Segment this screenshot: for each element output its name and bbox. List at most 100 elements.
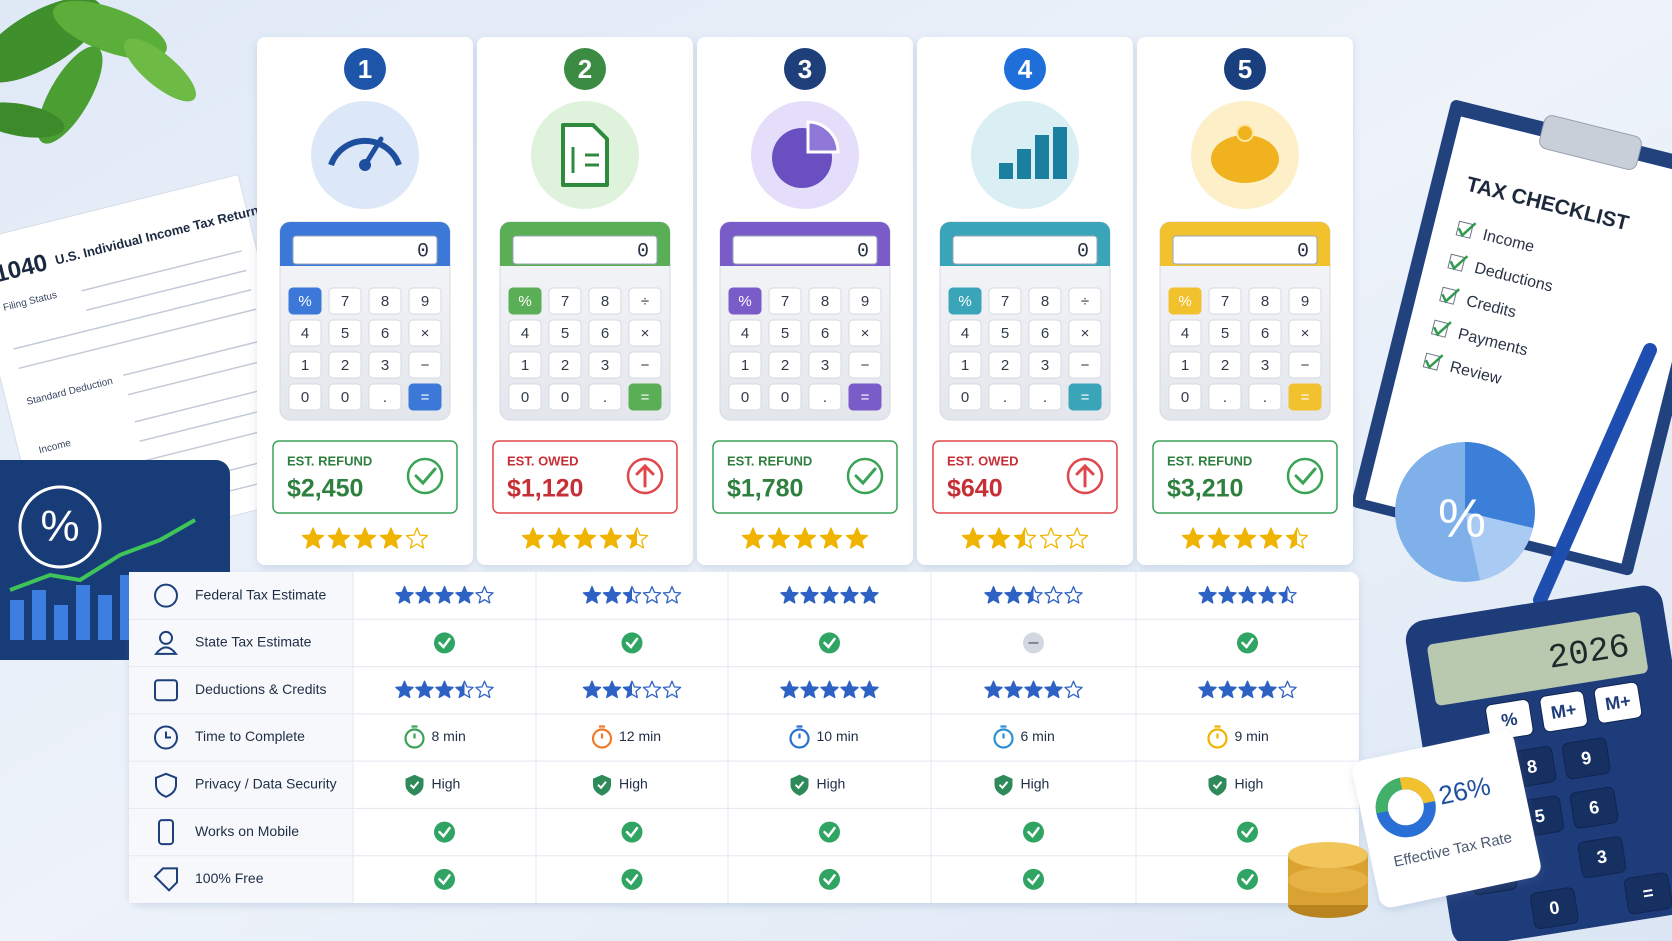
cell-text: High [619, 775, 648, 791]
row-label: Federal Tax Estimate [195, 586, 326, 602]
calculator-key [408, 383, 442, 411]
star [1004, 680, 1023, 699]
star [1065, 527, 1089, 549]
calculator-display-value: 0 [637, 240, 649, 263]
calculator-key-label: = [1081, 389, 1090, 406]
calculator-key-label: 7 [1001, 293, 1009, 310]
calculator-key-label: × [421, 325, 430, 342]
star [1198, 680, 1217, 699]
row-label: Time to Complete [195, 728, 305, 744]
star [602, 680, 622, 699]
calculator-key-label: . [603, 389, 607, 406]
icon [1017, 149, 1031, 179]
star [1044, 585, 1063, 604]
star [793, 527, 817, 549]
checkmark [1424, 354, 1444, 370]
card-number: 5 [1238, 54, 1252, 84]
check-icon [819, 868, 840, 890]
star [599, 527, 623, 549]
calculator-key [368, 287, 402, 315]
calculator-key-label: 3 [1261, 357, 1269, 374]
calculator-key [328, 383, 362, 411]
status-icon [635, 463, 655, 488]
status-label: EST. OWED [947, 453, 1019, 468]
calculator-key [1168, 351, 1202, 379]
checkmark [1441, 288, 1460, 304]
calculator-key [508, 319, 542, 347]
status-amount: $1,120 [507, 475, 583, 503]
check-icon [1237, 821, 1258, 843]
calculator-key-label: = [1301, 389, 1310, 406]
calculator-display [952, 235, 1098, 265]
calculator-key [728, 319, 762, 347]
star [475, 585, 494, 604]
calculator-key-label: = [641, 389, 650, 406]
status-label: EST. REFUND [287, 453, 372, 468]
calculator-key [988, 383, 1022, 411]
icon [359, 159, 371, 171]
status-icon [846, 457, 884, 495]
star [984, 680, 1003, 699]
calculator-key-label: 5 [781, 325, 789, 342]
star [800, 585, 819, 604]
stopwatch-icon [599, 725, 605, 739]
card-number: 4 [1018, 54, 1033, 84]
row-icon [154, 725, 178, 750]
calculator-key-label: × [641, 325, 650, 342]
checkbox [1455, 220, 1474, 239]
icon [328, 137, 402, 167]
calculator-key-label: 7 [561, 293, 569, 310]
status-icon [406, 457, 444, 495]
calculator-key [1208, 287, 1242, 315]
calculator-key-label: 0 [561, 389, 569, 406]
calculator-key-label: 0 [961, 389, 969, 406]
star [1278, 680, 1297, 699]
check-icon [625, 874, 639, 886]
calculator-key [808, 351, 842, 379]
checkbox [1422, 352, 1441, 371]
calculator-key [368, 383, 402, 411]
calc-key [1562, 737, 1611, 780]
star [1218, 680, 1237, 699]
tablet-symbol: % [40, 502, 79, 551]
star [573, 527, 597, 549]
status-icon [414, 467, 437, 486]
check-icon [819, 821, 840, 843]
calculator-key [408, 287, 442, 315]
star [379, 527, 403, 549]
star [662, 585, 682, 604]
card-number: 1 [358, 54, 372, 84]
card-badge [784, 48, 826, 90]
row-label: Privacy / Data Security [195, 775, 337, 791]
check-icon [1027, 874, 1040, 886]
calculator-key-label: 0 [781, 389, 789, 406]
star [435, 680, 454, 699]
calculator-key-label: 5 [561, 325, 569, 342]
calculator-key [948, 351, 982, 379]
status-amount: $2,450 [287, 475, 363, 503]
stopwatch-icon [993, 728, 1014, 749]
calculator-key-label: . [383, 389, 387, 406]
row-icon [153, 646, 179, 655]
calculator-key-label: 6 [1261, 325, 1269, 342]
calc-key-label: 9 [1580, 747, 1593, 768]
calculator-key-label: 7 [1221, 293, 1229, 310]
star [1024, 680, 1043, 699]
star [741, 527, 765, 549]
card-number: 2 [578, 54, 592, 84]
star [1285, 527, 1309, 549]
calculator-key-label: − [861, 357, 870, 374]
status-amount: $1,780 [727, 475, 803, 503]
calculator-key [1028, 383, 1062, 411]
star [780, 585, 799, 604]
icon [1053, 127, 1067, 179]
status-icon [854, 467, 877, 486]
calculator-key-label: 1 [741, 357, 749, 374]
calc-key [1569, 786, 1619, 829]
check-icon [1241, 826, 1254, 838]
star [860, 585, 879, 604]
star [395, 585, 414, 604]
calculator-key [1068, 383, 1102, 411]
calculator-key [808, 319, 842, 347]
